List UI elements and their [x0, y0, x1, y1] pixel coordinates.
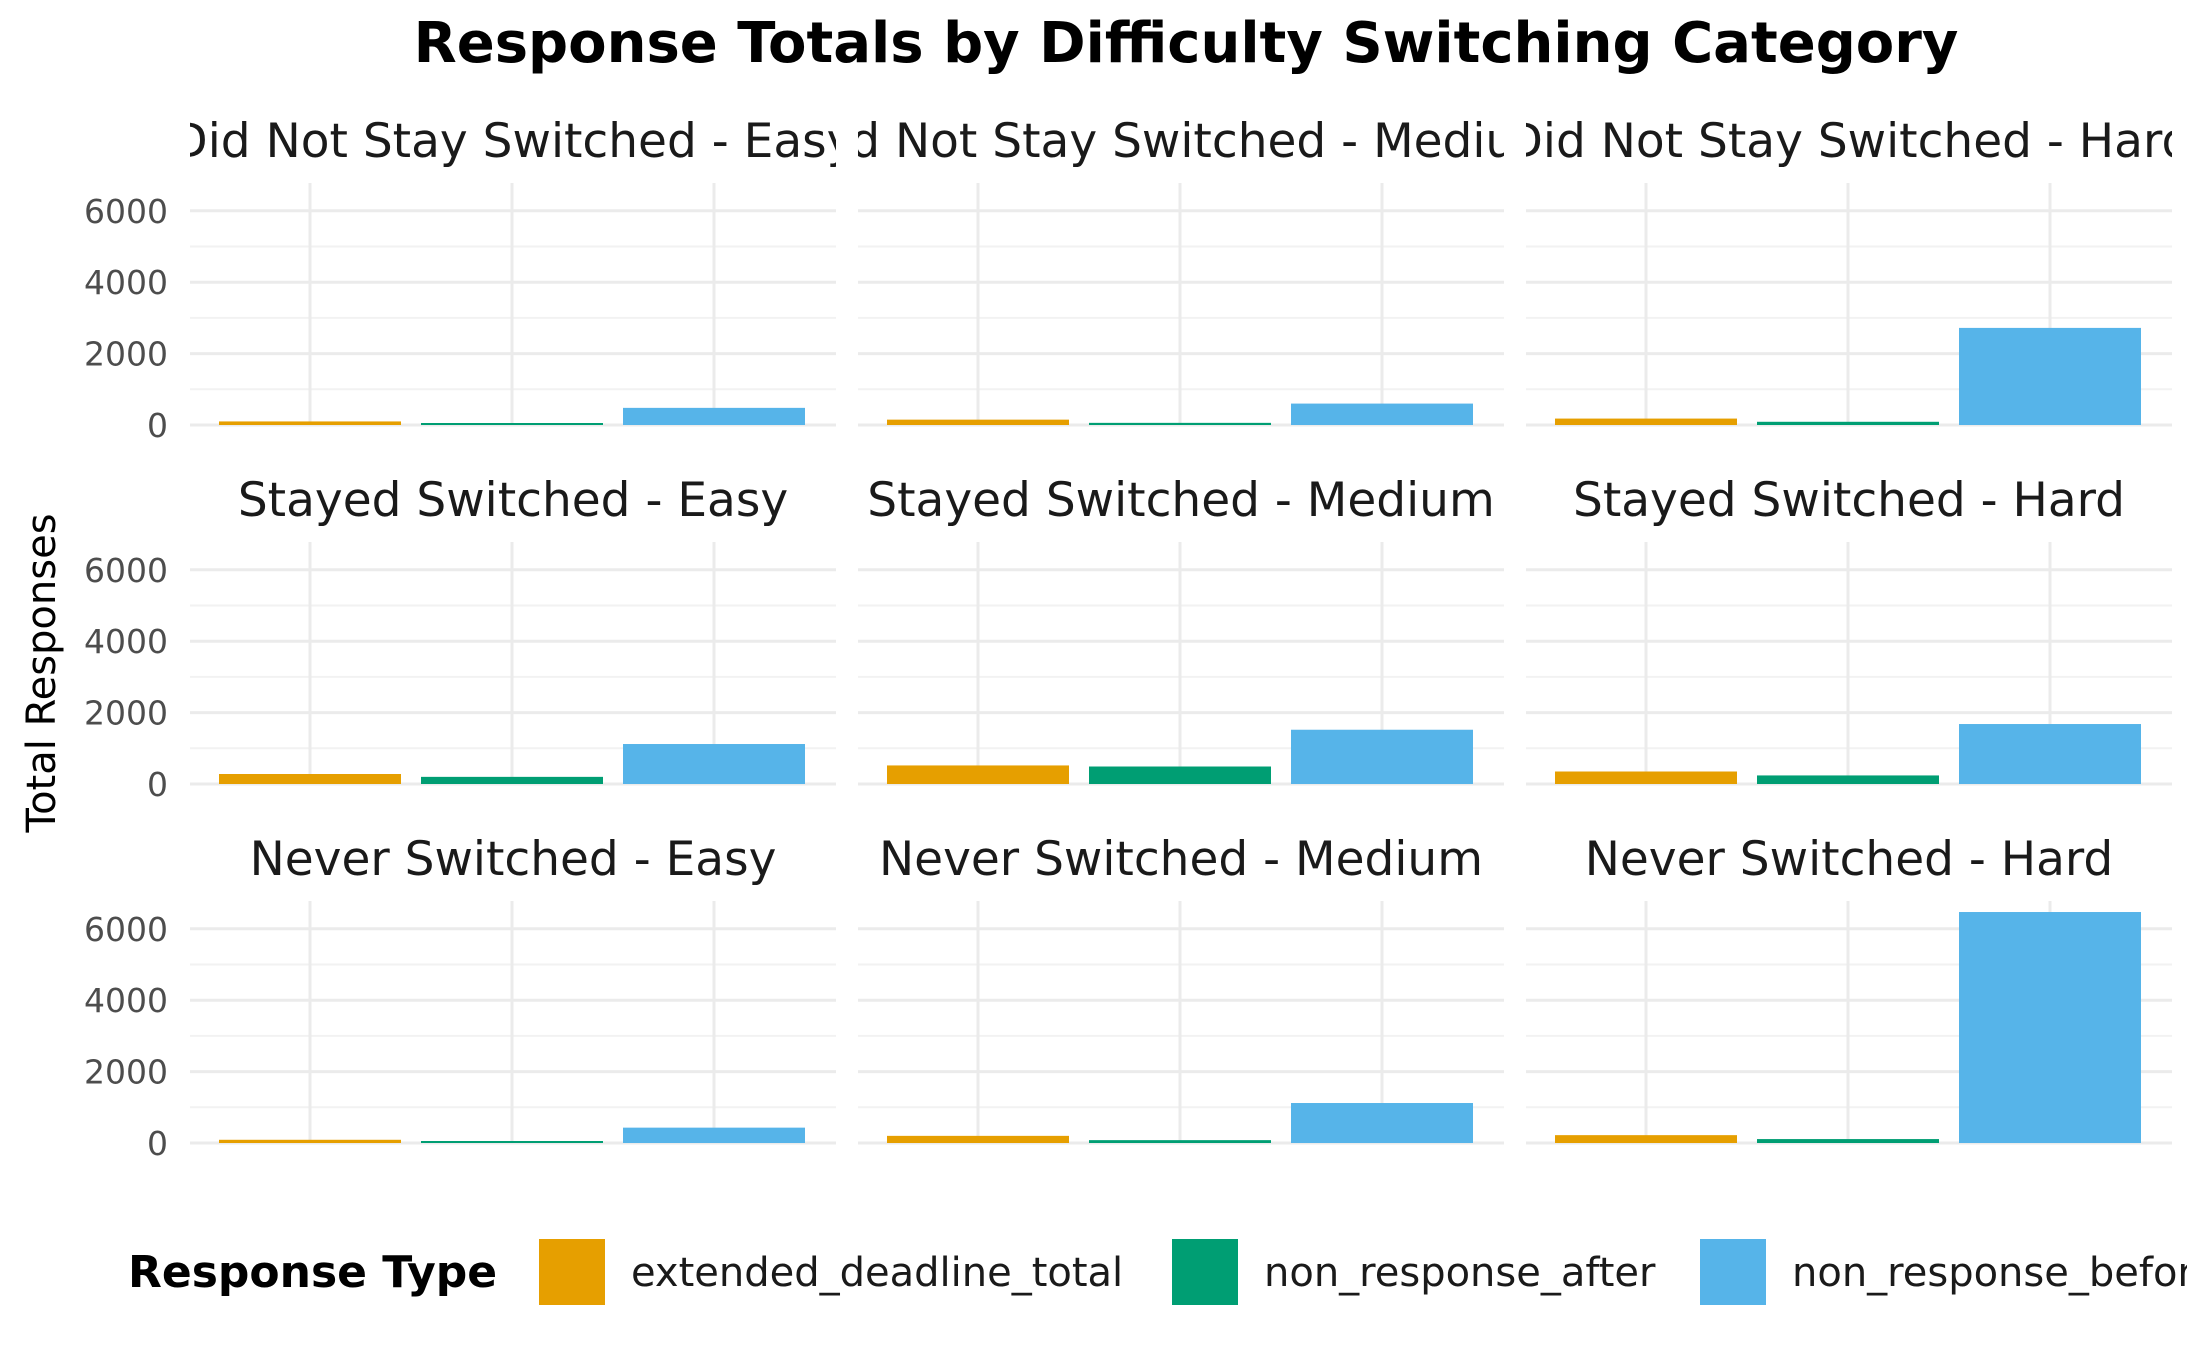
facet-panels: Did Not Stay Switched - Easy 0 2000 4000 600…: [84, 114, 2187, 1163]
chart-title: Response Totals by Difficulty Switching …: [414, 11, 1959, 76]
facet-strip-label: Never Switched - Medium: [879, 832, 1483, 887]
bar-non-response-after: [421, 776, 603, 784]
bar-extended-deadline-total: [1555, 418, 1737, 425]
bar-non-response-after: [1757, 775, 1939, 784]
y-tick-label: 2000: [84, 335, 168, 374]
facet-strip-label: Stayed Switched - Easy: [238, 473, 788, 528]
facet-panel: Never Switched - Easy 0 2000 4000 6000: [84, 832, 836, 1163]
y-tick-label: 4000: [84, 981, 168, 1020]
y-tick-label: 4000: [84, 263, 168, 302]
bar-extended-deadline-total: [887, 1135, 1069, 1143]
facet-panel: Did Not Stay Switched - Hard: [1507, 114, 2187, 427]
legend-key-non-response-after: [1172, 1239, 1238, 1305]
facet-panel: Stayed Switched - Easy 0 2000 4000 6000: [84, 473, 836, 804]
y-tick-label: 2000: [84, 1053, 168, 1092]
y-axis-label: Total Responses: [19, 513, 65, 833]
bar-extended-deadline-total: [1555, 1135, 1737, 1143]
y-tick-label: 6000: [84, 910, 168, 949]
legend: Response Type extended_deadline_total non_…: [128, 1239, 2187, 1305]
facet-panel: Stayed Switched - Hard: [1526, 473, 2172, 786]
y-tick-label: 0: [147, 406, 168, 445]
legend-label: non_response_before: [1792, 1250, 2187, 1296]
bar-non-response-before: [1959, 912, 2141, 1143]
legend-label: non_response_after: [1264, 1250, 1656, 1296]
y-tick-label: 2000: [84, 694, 168, 733]
facet-strip-label: Did Not Stay Switched - Hard: [1507, 114, 2187, 169]
facet-strip-label: Never Switched - Easy: [250, 832, 777, 887]
bar-non-response-after: [1089, 422, 1271, 425]
bar-non-response-before: [1291, 403, 1473, 425]
bar-extended-deadline-total: [219, 774, 401, 784]
facet-panel: Never Switched - Medium: [858, 832, 1504, 1145]
bar-extended-deadline-total: [1555, 771, 1737, 784]
bar-non-response-after: [1757, 421, 1939, 425]
legend-title: Response Type: [128, 1247, 497, 1298]
facet-panel: Did Not Stay Switched - Medium: [801, 114, 1561, 427]
y-tick-label: 6000: [84, 551, 168, 590]
bar-extended-deadline-total: [219, 1139, 401, 1143]
bar-non-response-before: [1959, 327, 2141, 425]
y-tick-label: 0: [147, 765, 168, 804]
bar-extended-deadline-total: [887, 765, 1069, 784]
legend-key-non-response-before: [1700, 1239, 1766, 1305]
y-tick-label: 0: [147, 1124, 168, 1163]
facet-strip-label: Never Switched - Hard: [1585, 832, 2114, 887]
facet-strip-label: Did Not Stay Switched - Medium: [801, 114, 1561, 169]
bar-non-response-after: [421, 423, 603, 425]
legend-label: extended_deadline_total: [631, 1250, 1123, 1296]
bar-non-response-before: [1959, 724, 2141, 784]
bar-non-response-before: [1291, 1103, 1473, 1143]
bar-extended-deadline-total: [887, 419, 1069, 425]
bar-non-response-before: [623, 1127, 805, 1143]
y-tick-label: 6000: [84, 192, 168, 231]
bar-non-response-before: [1291, 729, 1473, 784]
legend-key-extended-deadline-total: [539, 1239, 605, 1305]
bar-extended-deadline-total: [219, 421, 401, 425]
facet-panel: Stayed Switched - Medium: [858, 473, 1504, 786]
bar-non-response-after: [1757, 1139, 1939, 1143]
y-tick-label: 4000: [84, 622, 168, 661]
bar-non-response-after: [1089, 766, 1271, 784]
bar-non-response-after: [1089, 1140, 1271, 1143]
bar-non-response-before: [623, 407, 805, 425]
facet-panel: Never Switched - Hard: [1526, 832, 2172, 1145]
bar-non-response-after: [421, 1141, 603, 1143]
facet-panel: Did Not Stay Switched - Easy 0 2000 4000 600…: [84, 114, 855, 445]
facet-strip-label: Stayed Switched - Hard: [1573, 473, 2125, 528]
facet-strip-label: Did Not Stay Switched - Easy: [172, 114, 855, 169]
facet-strip-label: Stayed Switched - Medium: [867, 473, 1494, 528]
bar-non-response-before: [623, 744, 805, 784]
